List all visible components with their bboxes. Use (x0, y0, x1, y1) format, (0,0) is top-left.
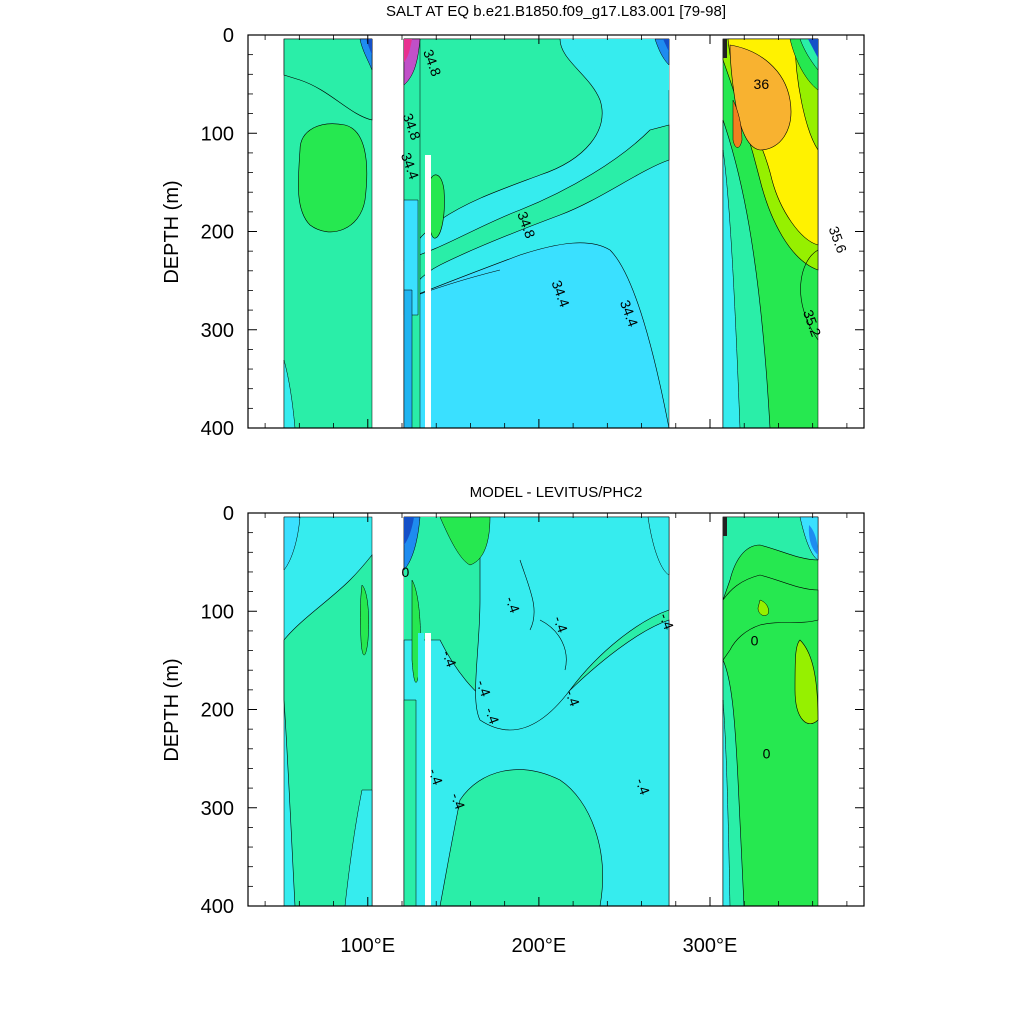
top-ytick-label: 400 (201, 418, 234, 440)
top-contour-label: 35.6 (826, 224, 850, 255)
bottom-contour-labels: 0-.4-.4 -.4-.4-.4-.4-.4-.4-.4-.400 (402, 564, 771, 812)
bottom-xtick-label: 200°E (512, 935, 567, 957)
top-ytick-label: 300 (201, 320, 234, 342)
top-ytick-label: 0 (223, 25, 234, 47)
top-ytick-label: 100 (201, 123, 234, 145)
bottom-chart-title: MODEL - LEVITUS/PHC2 (470, 484, 643, 501)
bottom-contour-fill (283, 516, 819, 906)
bottom-ytick-label: 400 (201, 896, 234, 918)
top-axes: 0 100 200 300 400 (201, 25, 864, 440)
bottom-contour-label: -.4 (633, 776, 654, 797)
bottom-xtick-label: 100°E (340, 935, 395, 957)
top-contour-label: 36 (754, 76, 770, 92)
top-ytick-label: 200 (201, 222, 234, 244)
bottom-contour-label: -.4 (550, 614, 571, 635)
bottom-contour-label: -.4 (425, 766, 446, 787)
bottom-y-axis-label: DEPTH (m) (161, 658, 183, 761)
bottom-axes: 0 100 200 300 400 100°E 200°E 300°E (201, 503, 864, 957)
bottom-contour-label: 0 (402, 564, 410, 580)
top-y-axis-label: DEPTH (m) (161, 180, 183, 283)
bottom-contour-label: -.4 (448, 791, 469, 812)
bottom-contour-label: 0 (763, 746, 771, 762)
bottom-xtick-label: 300°E (683, 935, 738, 957)
bottom-ytick-label: 100 (201, 601, 234, 623)
bottom-contour-label: 0 (751, 633, 759, 649)
bottom-contour-label: -.4 (656, 611, 677, 632)
top-contour-fill (283, 38, 819, 428)
bottom-ytick-label: 200 (201, 700, 234, 722)
bottom-contour-label: -.4 (482, 705, 503, 726)
bottom-contour-label: -.4 (562, 688, 583, 709)
bottom-contour-label: -.4 (473, 678, 494, 699)
bottom-ytick-label: 300 (201, 798, 234, 820)
bottom-contour-label: -.4 (439, 648, 460, 669)
top-chart-title: SALT AT EQ b.e21.B1850.f09_g17.L83.001 [… (386, 3, 726, 20)
bottom-ytick-label: 0 (223, 503, 234, 525)
bottom-contour-label: -.4 (502, 594, 523, 615)
